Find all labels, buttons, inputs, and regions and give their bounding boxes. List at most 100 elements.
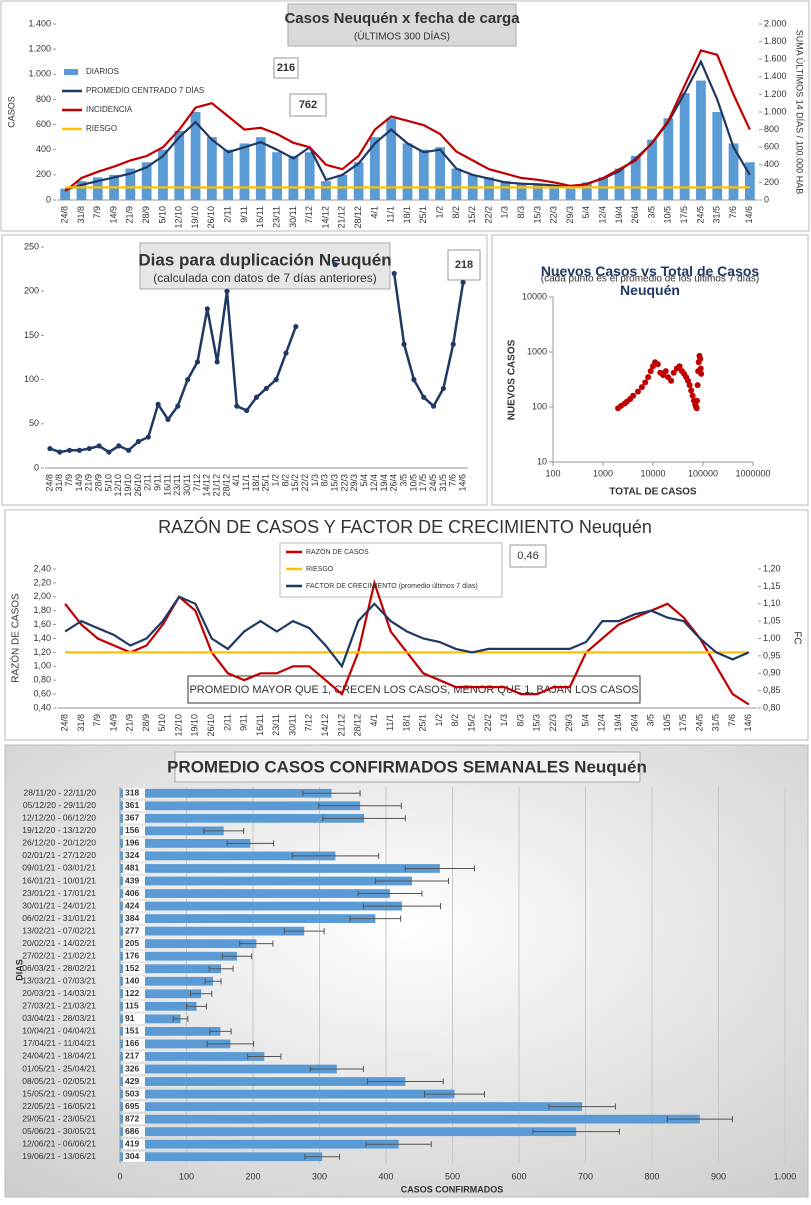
point [214, 359, 220, 365]
x-tick-label: 5/10 [103, 474, 113, 492]
point [332, 262, 338, 268]
label-bg [123, 951, 145, 962]
point [126, 447, 132, 453]
x-tick-label: 3/5 [646, 714, 656, 727]
x-tick-label: 31/8 [76, 206, 86, 224]
label-bg [123, 813, 145, 824]
x-tick-label: 24/8 [44, 474, 54, 492]
error-bar [221, 953, 253, 960]
point [642, 379, 649, 386]
x-tick-label: 14/6 [743, 714, 753, 732]
point [697, 355, 704, 362]
chart-subtitle: (ÚLTIMOS 300 DÍAS) [354, 30, 450, 43]
point [96, 443, 102, 449]
point [116, 443, 122, 449]
y-tick-label: 23/01/21 - 17/01/21 [22, 888, 96, 898]
y2-tick-label: 0,85 [763, 685, 781, 695]
error-bar [349, 915, 402, 922]
x-tick-label: 300 [312, 1171, 327, 1181]
bar [158, 149, 168, 200]
value-label: 151 [125, 1026, 139, 1036]
x-tick-label: 4/1 [231, 474, 241, 487]
bar [120, 1014, 181, 1024]
x-tick-label: 28/9 [141, 206, 151, 224]
y-tick-label: 1,80 [33, 605, 51, 615]
bar [386, 118, 397, 200]
x-tick-label: 2/11 [223, 206, 233, 223]
label-bg [123, 1013, 145, 1024]
annotation-box [273, 57, 299, 79]
x-tick-label: 21/12 [336, 714, 346, 737]
bar [484, 177, 494, 200]
bar [120, 1102, 583, 1111]
chart-title: PROMEDIO CASOS CONFIRMADOS SEMANALES Neu… [167, 757, 647, 776]
bar [255, 137, 266, 200]
y2-tick-label: 0,90 [763, 668, 781, 678]
label-bg [123, 1114, 145, 1125]
x-tick-label: 100000 [688, 468, 718, 478]
x-tick-label: 19/4 [613, 714, 623, 732]
label-bg [123, 1101, 145, 1112]
chart-title: Dias para duplicación Neuquén [138, 250, 391, 269]
y-axis-title: DIAS [14, 959, 24, 981]
y-tick-label: 09/01/21 - 03/01/21 [22, 863, 96, 873]
y2-tick-label: 0,95 [763, 650, 781, 660]
y-tick-label: 0,60 [33, 688, 51, 698]
x-tick-label: 23/11 [271, 206, 281, 228]
y2-tick-label: 1.600 [764, 54, 787, 64]
y-tick-label: 2,00 [33, 591, 51, 601]
bar [120, 951, 238, 961]
x-tick-label: 12/4 [597, 714, 607, 732]
chart-title: Nuevos Casos vs Total de Casos Neuquén [540, 263, 760, 298]
label-bg [123, 1089, 145, 1100]
x-tick-label: 28/12 [221, 474, 231, 497]
y-tick-label: 150 [24, 330, 39, 340]
error-bar [322, 815, 406, 822]
x-tick-label: 28/12 [353, 206, 363, 229]
bar [120, 813, 365, 823]
y-tick-label: 15/05/21 - 09/05/21 [22, 1088, 96, 1098]
y-tick-label: 12/12/20 - 06/12/20 [22, 813, 96, 823]
x-tick-label: 2/11 [143, 474, 153, 491]
bar [120, 914, 376, 923]
error-bar [309, 1066, 364, 1072]
x-tick-label: 24/8 [60, 206, 70, 224]
label-bg [123, 1064, 145, 1074]
y-tick-label: 01/05/21 - 25/04/21 [22, 1063, 96, 1073]
annotation-box [509, 544, 547, 568]
x-tick-label: 21/9 [125, 206, 135, 224]
x-tick-label: 100 [545, 468, 560, 478]
chart-title: Casos Neuquén x fecha de carga [284, 10, 520, 27]
error-bar [186, 1003, 207, 1010]
y2-axis-title: FC [791, 631, 802, 644]
x-tick-label: 12/10 [113, 474, 123, 497]
error-bar [357, 890, 423, 897]
x-tick-label: 19/4 [379, 474, 389, 492]
legend-label: RIESGO [86, 124, 117, 133]
y-tick-label: 28/11/20 - 22/11/20 [24, 788, 97, 798]
x-tick-label: 11/1 [385, 714, 395, 731]
point [165, 416, 171, 422]
y-tick-label: 22/05/21 - 16/05/21 [22, 1101, 96, 1111]
x-tick-label: 1/2 [434, 714, 444, 727]
label-bg [123, 788, 145, 799]
bar [288, 156, 299, 200]
value-label: 196 [125, 838, 139, 848]
value-label: 91 [125, 1013, 135, 1023]
label-bg [123, 850, 145, 861]
x-tick-label: 1/3 [310, 474, 320, 487]
value-label: 367 [125, 813, 139, 823]
x-tick-label: 21/9 [84, 474, 94, 492]
value-label: 152 [125, 963, 139, 973]
x-tick-label: 22/3 [549, 206, 559, 224]
x-tick-label: 200 [245, 1171, 260, 1181]
error-bar [365, 1141, 432, 1148]
label-bg [123, 976, 145, 987]
point [175, 403, 181, 409]
x-tick-label: 29/3 [564, 714, 574, 732]
x-tick-label: 9/11 [239, 714, 249, 731]
value-label: 384 [125, 913, 139, 923]
x-tick-label: 14/9 [108, 206, 118, 224]
annotation: PROMEDIO MAYOR QUE 1, CRECEN LOS CASOS, … [189, 684, 638, 696]
